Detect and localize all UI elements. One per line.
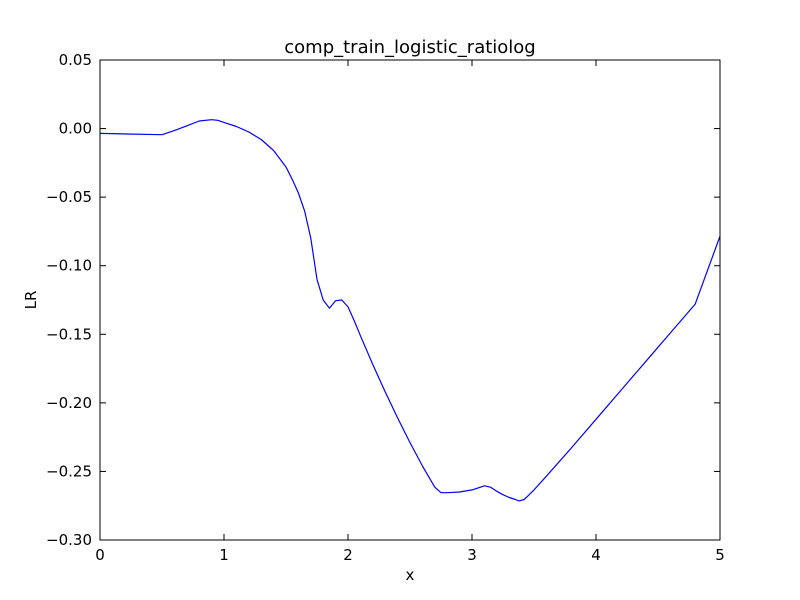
- y-axis-label: LR: [22, 291, 40, 310]
- x-tick-label: 5: [715, 546, 725, 564]
- y-tick-label: −0.25: [46, 462, 92, 480]
- plot-frame: [99, 59, 721, 541]
- y-tick-label: −0.15: [46, 325, 92, 343]
- y-tick-label: −0.30: [46, 531, 92, 549]
- x-tick-label: 3: [467, 546, 477, 564]
- series-line: [99, 119, 721, 502]
- x-tick-label: 1: [219, 546, 229, 564]
- chart-title: comp_train_logistic_ratiolog: [284, 37, 535, 58]
- y-tick-label: −0.20: [46, 394, 92, 412]
- y-tick-label: −0.05: [46, 188, 92, 206]
- y-tick-label: 0.05: [59, 51, 92, 69]
- series-layer: [99, 119, 721, 502]
- x-axis-label: x: [406, 566, 415, 584]
- plot-area: [100, 60, 720, 540]
- x-tick-label: 2: [343, 546, 353, 564]
- tick-layer: 0 1 2 3 4 5 0.05 0.00 −0.05 −0.10 −0.15 −0.20 −0.25 −…: [46, 51, 725, 564]
- y-tick-label: −0.10: [46, 257, 92, 275]
- x-tick-label: 4: [591, 546, 601, 564]
- x-tick-label: 0: [95, 546, 105, 564]
- y-tick-label: 0.00: [59, 120, 92, 138]
